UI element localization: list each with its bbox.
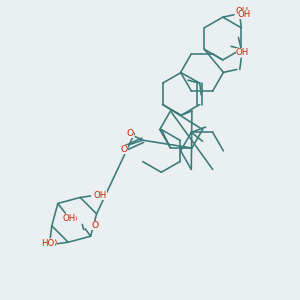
Text: HO: HO	[44, 238, 57, 247]
Text: O: O	[120, 145, 128, 154]
Text: O: O	[92, 220, 99, 230]
Text: HO: HO	[41, 239, 55, 248]
Text: HO: HO	[64, 214, 77, 224]
Text: OH: OH	[235, 7, 249, 16]
Text: OH: OH	[238, 10, 251, 19]
Text: OH: OH	[94, 191, 107, 200]
Text: OH: OH	[62, 214, 76, 224]
Text: O: O	[126, 129, 134, 138]
Text: OH: OH	[236, 48, 249, 57]
